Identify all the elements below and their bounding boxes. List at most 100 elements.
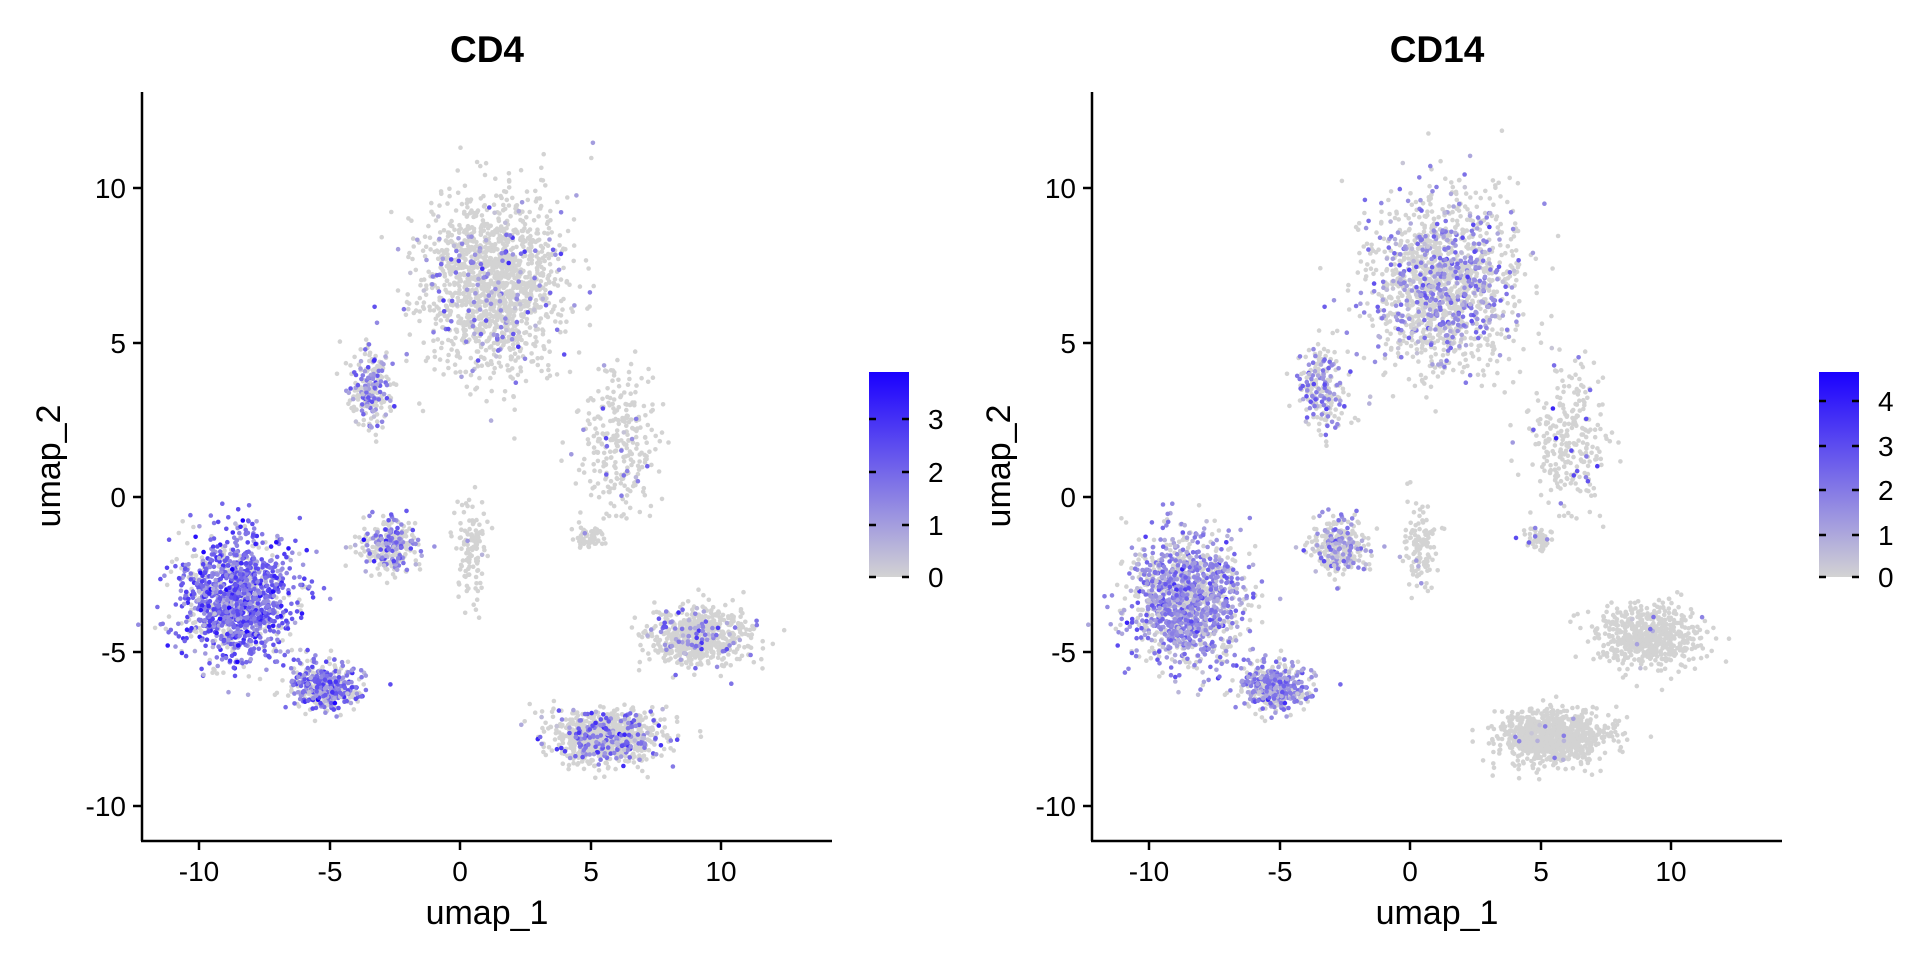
cell-point (600, 423, 606, 428)
cell-point (540, 296, 546, 302)
cell-point (647, 657, 652, 662)
cell-point (760, 638, 765, 644)
cell-point (643, 413, 648, 418)
cell-point (649, 427, 654, 433)
cell-point (390, 361, 395, 367)
cell-point (453, 208, 459, 213)
cell-point (629, 706, 634, 712)
cell-point (304, 547, 310, 553)
cell-point (423, 292, 429, 298)
cell-point (190, 553, 196, 559)
cell-point (527, 227, 533, 232)
cell-point (593, 775, 598, 781)
cell-point (498, 234, 503, 239)
cell-point (684, 660, 689, 666)
cell-point (200, 562, 206, 567)
cell-point (633, 434, 639, 440)
cell-point (465, 586, 471, 591)
cell-point (166, 614, 172, 619)
cell-point (650, 375, 656, 381)
cell-point (436, 249, 442, 255)
cell-point (553, 730, 559, 736)
cell-point (529, 351, 534, 356)
cell-point (479, 500, 485, 505)
cell-point (654, 731, 660, 736)
cell-point (543, 313, 549, 318)
cell-point (651, 642, 657, 648)
cell-point (503, 220, 508, 226)
cell-point (674, 714, 680, 720)
cell-point (548, 208, 553, 214)
cell-point (492, 365, 498, 371)
cell-point (539, 165, 544, 171)
cell-point (491, 202, 497, 207)
cell-point (549, 252, 554, 258)
cell-point (585, 306, 590, 311)
cell-point (375, 566, 381, 571)
cell-point (264, 583, 270, 589)
cell-point (653, 648, 658, 653)
cell-point (556, 267, 562, 273)
cell-point (213, 577, 218, 583)
cell-point (465, 205, 470, 210)
cell-point (363, 347, 368, 352)
cell-point (459, 374, 464, 380)
cell-point (645, 774, 650, 780)
cell-point (540, 245, 546, 251)
cell-point (406, 520, 412, 526)
cell-point (367, 352, 372, 358)
cell-point (462, 610, 468, 616)
cell-point (524, 341, 529, 346)
cell-point (558, 251, 564, 257)
cell-point (442, 274, 448, 279)
cell-point (456, 594, 461, 599)
cell-point (600, 396, 605, 402)
cell-point (506, 171, 512, 176)
cell-point (539, 249, 545, 254)
cell-point (478, 261, 484, 267)
cell-point (390, 572, 396, 577)
cell-point (477, 307, 483, 312)
cell-point (470, 521, 476, 527)
cell-point (690, 651, 695, 657)
cell-point (717, 621, 723, 627)
cell-point (237, 530, 242, 536)
cell-point (417, 401, 422, 406)
cell-point (299, 603, 304, 608)
cell-point (406, 306, 411, 312)
cell-point (479, 223, 485, 228)
cell-point (505, 363, 510, 368)
cell-point (387, 404, 393, 410)
cell-point (454, 327, 459, 333)
cell-point (649, 462, 654, 468)
cell-point (637, 452, 643, 457)
cell-point (507, 233, 513, 238)
cell-point (645, 422, 651, 428)
cell-point (451, 243, 457, 249)
cell-point (760, 666, 765, 671)
cell-point (274, 540, 279, 545)
cell-point (158, 576, 163, 582)
cell-point (453, 335, 458, 341)
cell-point (499, 251, 505, 256)
cell-point (248, 650, 254, 655)
cell-point (218, 585, 224, 590)
cell-point (569, 526, 575, 532)
cell-point (168, 627, 174, 633)
cell-point (460, 302, 466, 307)
cell-point (410, 256, 415, 262)
cell-point (185, 540, 190, 546)
cell-point (497, 292, 502, 298)
cell-point (225, 597, 230, 603)
cell-point (441, 309, 447, 314)
cell-point (223, 655, 229, 661)
cell-point (346, 390, 352, 396)
cell-point (456, 236, 461, 241)
cell-point (546, 273, 551, 279)
cell-point (455, 499, 460, 505)
cell-point (174, 556, 179, 562)
cell-point (640, 768, 645, 774)
cell-point (770, 641, 776, 647)
cell-point (421, 288, 427, 293)
cell-point (491, 314, 497, 320)
